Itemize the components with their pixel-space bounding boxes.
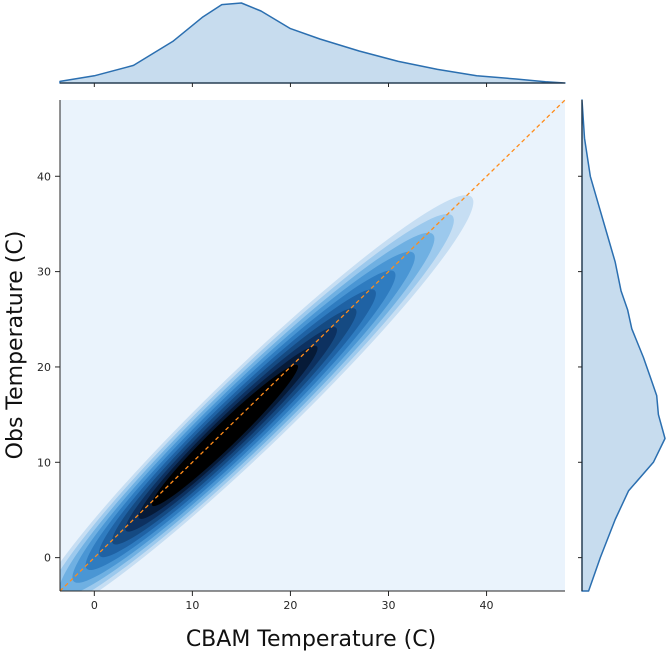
y-tick-label-4: 40 (37, 170, 51, 183)
x-tick-label-2: 20 (283, 599, 297, 612)
x-tick-label-3: 30 (381, 599, 395, 612)
x-ticks: 0 10 20 30 40 (91, 591, 494, 612)
marginal-x-ticks (93, 83, 488, 87)
kde-contours (60, 195, 474, 591)
marginal-y (578, 99, 666, 592)
y-ticks: 0 10 20 30 40 (37, 170, 60, 565)
y-axis-label: Obs Temperature (C) (3, 231, 28, 460)
y-tick-label-1: 10 (37, 456, 51, 469)
x-tick-label-4: 40 (480, 599, 494, 612)
y-tick-label-3: 30 (37, 266, 51, 279)
marginal-y-density (581, 99, 666, 592)
marginal-x-density (59, 2, 566, 84)
marginal-y-ticks (578, 175, 582, 559)
x-axis-label: CBAM Temperature (C) (186, 627, 436, 652)
x-tick-label-0: 0 (91, 599, 98, 612)
y-tick-label-2: 20 (37, 361, 51, 374)
kde-level-10 (151, 364, 299, 507)
marginal-x (59, 2, 566, 87)
y-tick-label-0: 0 (44, 552, 51, 565)
reference-line (59, 99, 566, 592)
x-tick-label-1: 10 (185, 599, 199, 612)
